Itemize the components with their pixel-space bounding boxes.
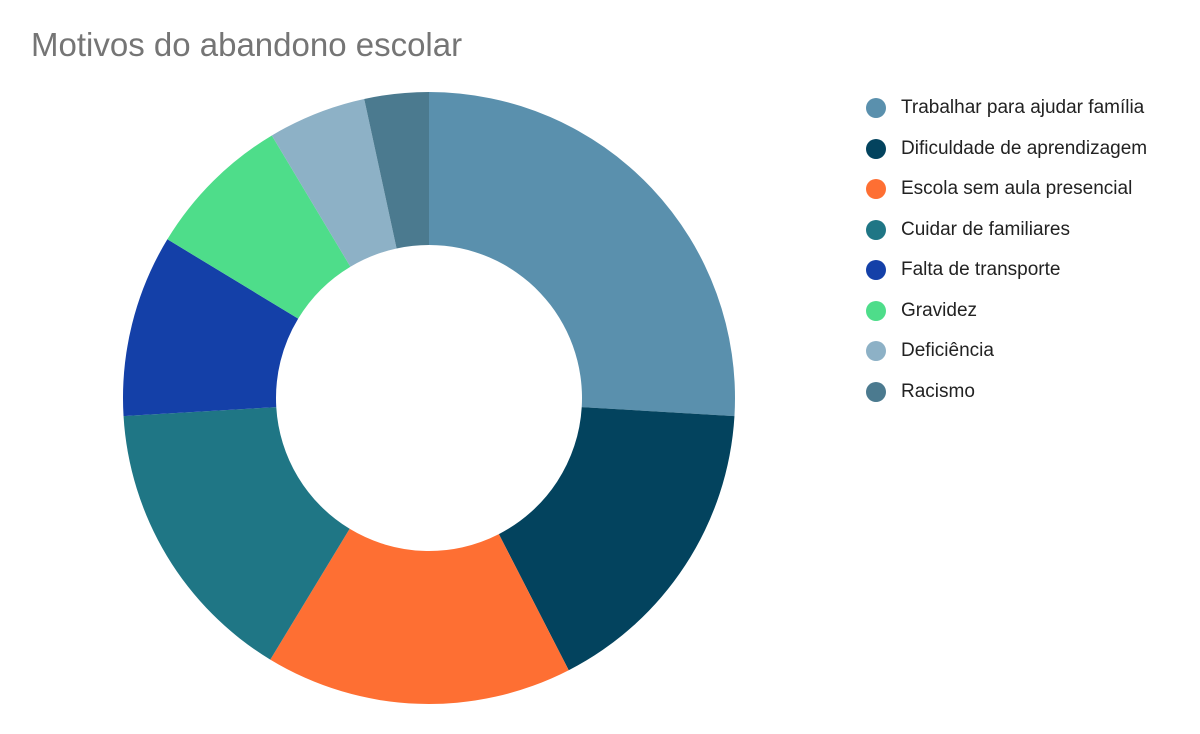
donut-slice-2[interactable] <box>498 407 735 671</box>
legend-item[interactable]: Dificuldade de aprendizagem <box>866 129 1186 170</box>
legend-label: Dificuldade de aprendizagem <box>901 137 1148 159</box>
donut-slice-7[interactable] <box>271 98 397 267</box>
legend-swatch <box>866 219 886 240</box>
legend-label: Deficiência <box>901 340 994 362</box>
legend-swatch <box>866 138 886 159</box>
legend-swatch <box>866 179 886 200</box>
legend-swatch <box>866 341 886 362</box>
legend-label: Racismo <box>901 380 975 402</box>
chart-title: Motivos do abandono escolar <box>31 26 463 63</box>
legend-item[interactable]: Gravidez <box>866 291 1186 332</box>
legend-label: Cuidar de familiares <box>901 218 1070 240</box>
legend-label: Trabalhar para ajudar família <box>901 97 1145 119</box>
legend-item[interactable]: Cuidar de familiares <box>866 210 1186 251</box>
legend-item[interactable]: Deficiência <box>866 331 1186 372</box>
legend-item[interactable]: Escola sem aula presencial <box>866 169 1186 210</box>
donut-slice-4[interactable] <box>123 407 350 660</box>
legend-swatch <box>866 300 886 321</box>
legend-swatch <box>866 260 886 281</box>
legend-item[interactable]: Racismo <box>866 372 1186 413</box>
donut-slice-3[interactable] <box>270 528 569 704</box>
legend-item[interactable]: Trabalhar para ajudar família <box>866 88 1186 129</box>
donut-slice-1[interactable] <box>429 92 736 417</box>
legend-item[interactable]: Falta de transporte <box>866 250 1186 291</box>
legend-label: Escola sem aula presencial <box>901 178 1133 200</box>
legend-swatch <box>866 381 886 402</box>
legend-label: Gravidez <box>901 299 978 321</box>
legend-label: Falta de transporte <box>901 259 1061 281</box>
donut-slice-8[interactable] <box>364 92 429 249</box>
donut-slice-6[interactable] <box>167 135 351 319</box>
legend-swatch <box>866 98 886 119</box>
legend: Trabalhar para ajudar família Dificuldade… <box>866 88 1186 412</box>
donut-slice-5[interactable] <box>123 239 299 417</box>
